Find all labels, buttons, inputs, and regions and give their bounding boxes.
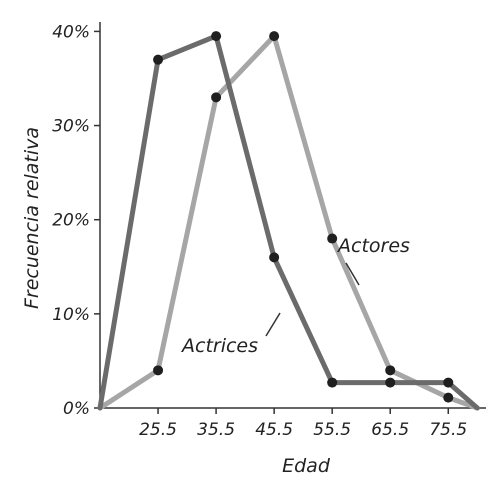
annotation-actrices-leader xyxy=(265,312,281,337)
y-tick-label: 10% xyxy=(52,305,90,325)
data-point-actores xyxy=(327,233,338,244)
x-axis-title: Edad xyxy=(282,455,331,477)
x-tick-label: 65.5 xyxy=(371,420,409,440)
y-ticks: 0% 10% 20% 30% 40% xyxy=(52,22,100,419)
data-point-actrices xyxy=(327,377,338,388)
annotation-actrices-label: Actrices xyxy=(180,335,258,357)
y-tick-label: 30% xyxy=(52,117,90,137)
x-tick-label: 25.5 xyxy=(139,420,177,440)
y-axis-title: Frecuencia relativa xyxy=(21,127,43,309)
data-point-actores xyxy=(269,31,280,42)
x-tick-label: 75.5 xyxy=(429,420,467,440)
annotation-actrices: Actrices xyxy=(180,312,281,357)
series-line-actrices xyxy=(97,33,480,411)
data-point-actores xyxy=(385,365,396,376)
x-tick-label: 55.5 xyxy=(313,420,351,440)
points-layer xyxy=(153,31,454,403)
annotation-actores-label: Actores xyxy=(336,235,410,257)
data-point-actores xyxy=(153,365,164,376)
data-point-actores xyxy=(211,92,222,103)
series-layer xyxy=(97,33,480,411)
y-tick-label: 20% xyxy=(52,211,90,231)
axes xyxy=(99,22,486,409)
annotation-actores: Actores xyxy=(336,235,410,286)
y-tick-label: 0% xyxy=(63,399,90,419)
x-ticks: 25.5 35.5 45.5 55.5 65.5 75.5 xyxy=(139,408,467,440)
data-point-actrices xyxy=(269,252,280,263)
data-point-actrices xyxy=(385,377,396,388)
annotation-actores-leader xyxy=(345,262,360,286)
x-tick-label: 35.5 xyxy=(197,420,235,440)
y-tick-label: 40% xyxy=(52,22,90,42)
data-point-actrices xyxy=(153,54,164,65)
data-point-actrices xyxy=(443,377,454,388)
series-line-actores xyxy=(97,33,480,411)
data-point-actrices xyxy=(211,31,222,42)
x-tick-label: 45.5 xyxy=(255,420,293,440)
data-point-actores xyxy=(443,392,454,403)
